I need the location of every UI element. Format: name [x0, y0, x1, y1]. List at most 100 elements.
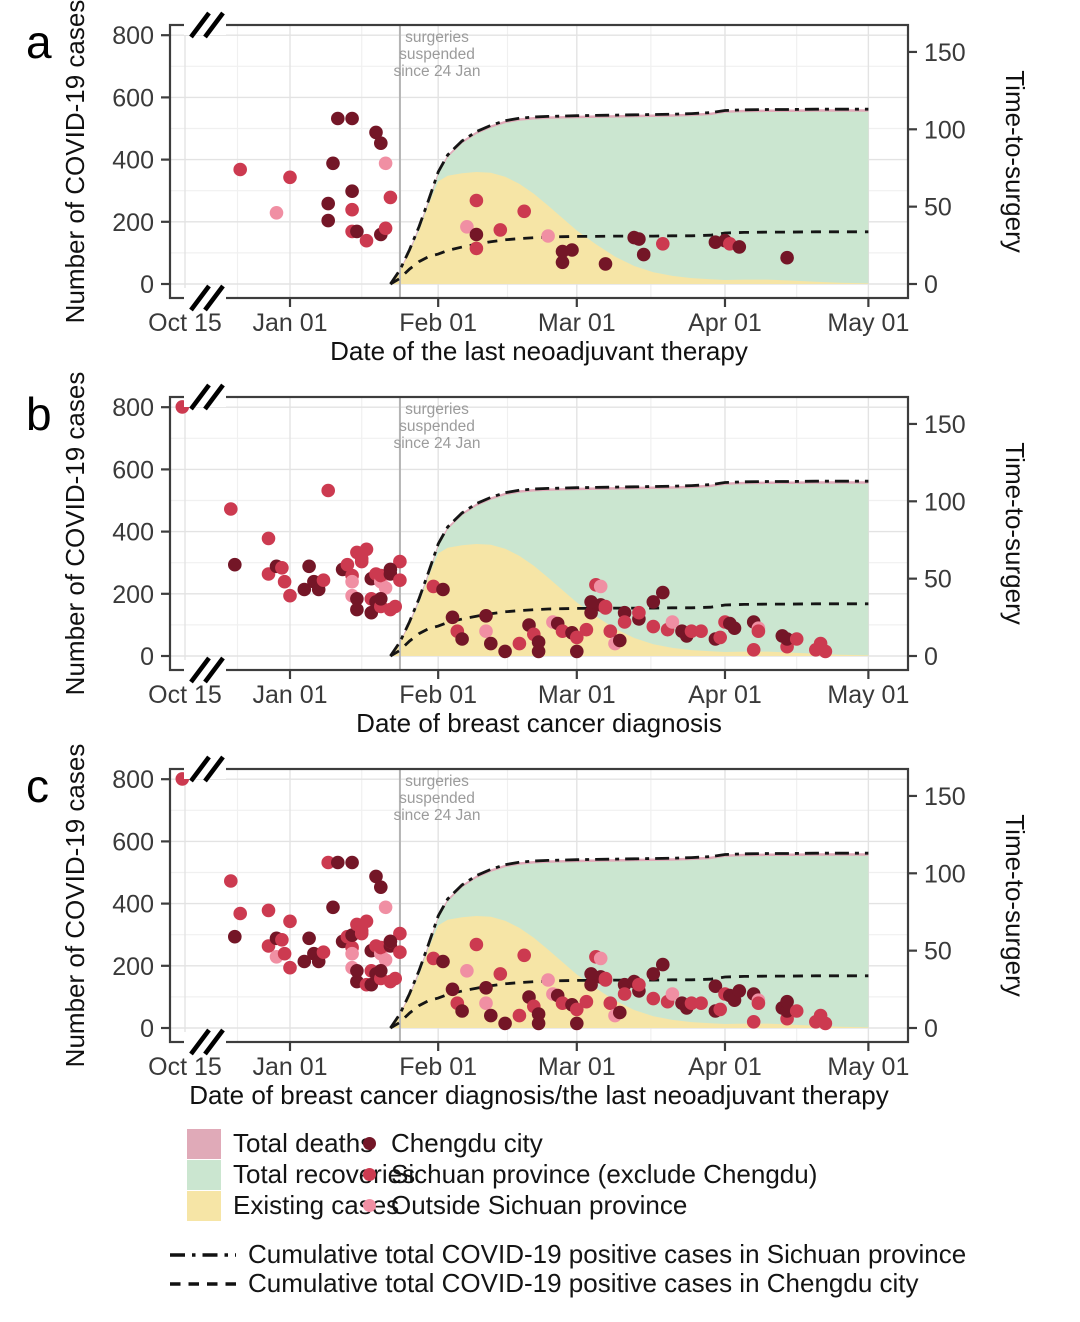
- chengdu-cumulative-line: [389, 602, 869, 658]
- data-point: [531, 635, 546, 649]
- data-point: [350, 592, 364, 606]
- total-deaths-swatch: [187, 1128, 221, 1159]
- data-point: [780, 1004, 794, 1018]
- data-point: [369, 869, 383, 884]
- x-tick-label: Apr 01: [688, 309, 762, 337]
- annotation-line: suspended: [399, 418, 475, 435]
- panel-a: 0 200 400 600 800 0 50 100 150 Oct 15 Jan 01 Feb 01…: [0, 0, 1080, 372]
- legend-item-outside-sichuan: Outside Sichuan province: [363, 1190, 817, 1221]
- scatter-points: [175, 400, 833, 659]
- data-point: [359, 233, 374, 248]
- axis-tick-labels: 0 200 400 600 800 0 50 100 150 Oct 15 Jan 01 Feb 01…: [112, 766, 965, 1081]
- data-point: [579, 622, 594, 637]
- data-point: [233, 906, 247, 921]
- data-point: [531, 1016, 546, 1031]
- data-point: [345, 855, 359, 870]
- annotation-line: surgeries: [405, 29, 469, 46]
- data-point: [261, 531, 276, 546]
- data-point: [345, 184, 359, 198]
- data-point: [436, 954, 450, 969]
- y-right-tick-label: 0: [924, 1015, 938, 1043]
- data-point: [383, 562, 398, 577]
- data-point: [275, 561, 289, 575]
- data-point: [378, 581, 393, 595]
- y-right-tick-label: 0: [924, 271, 938, 299]
- epidemic-lines: [389, 851, 869, 1030]
- data-point: [493, 223, 508, 237]
- panel-letter: a: [26, 16, 52, 68]
- data-point: [632, 232, 646, 246]
- data-point: [302, 931, 316, 946]
- data-point: [617, 987, 632, 1001]
- x-tick-label: Oct 15: [148, 309, 222, 337]
- data-point: [598, 599, 613, 614]
- epidemic-areas: [390, 109, 869, 284]
- x-tick-label: May 01: [827, 1053, 909, 1081]
- data-point: [493, 967, 508, 981]
- data-point: [646, 619, 661, 634]
- legend-item-total-recoveries: Total recoveries: [187, 1159, 415, 1190]
- dashed-line-sample: [170, 1281, 236, 1286]
- y-right-tick-label: 150: [924, 783, 966, 811]
- y-left-tick-label: 0: [140, 271, 154, 299]
- total-recoveries-label: Total recoveries: [233, 1159, 416, 1189]
- data-point: [584, 967, 598, 981]
- y-right-tick-label: 50: [924, 194, 952, 222]
- y-left-axis-title: Number of COVID-19 cases: [60, 372, 90, 695]
- axis-break-marks: [184, 383, 226, 684]
- data-point: [479, 624, 493, 638]
- data-point: [603, 624, 618, 638]
- data-point: [350, 602, 364, 617]
- data-point: [297, 954, 312, 969]
- scatter-points: [233, 111, 794, 271]
- y-left-axis-title: Number of COVID-19 cases: [60, 0, 90, 323]
- annotation-line: since 24 Jan: [393, 807, 480, 824]
- data-point: [579, 994, 594, 1009]
- existing-cases-area: [390, 544, 869, 656]
- x-tick-label: May 01: [827, 309, 909, 337]
- scatter-points: [175, 772, 833, 1031]
- data-point: [321, 196, 336, 211]
- data-point: [656, 237, 670, 251]
- data-point: [469, 227, 484, 242]
- data-point: [469, 241, 484, 256]
- data-point: [584, 595, 598, 609]
- data-point: [746, 643, 761, 657]
- annotation-line: suspended: [399, 790, 475, 807]
- y-right-tick-label: 50: [924, 938, 952, 966]
- data-point: [498, 1016, 512, 1031]
- x-axis-title: Date of the last neoadjuvant therapy: [330, 336, 748, 366]
- y-right-axis-title: Time-to-surgery: [1000, 814, 1030, 997]
- data-point: [646, 991, 661, 1006]
- data-point: [359, 542, 374, 557]
- panel-frame: [168, 767, 910, 1044]
- legend-points-column: Chengdu city Sichuan province (exclude C…: [363, 1128, 817, 1221]
- data-point: [455, 1004, 469, 1018]
- x-tick-label: Jan 01: [252, 309, 327, 337]
- data-point: [469, 193, 484, 208]
- y-left-tick-label: 600: [112, 828, 154, 856]
- data-point: [275, 933, 289, 947]
- data-point: [374, 964, 388, 978]
- y-left-tick-label: 200: [112, 953, 154, 981]
- epidemic-lines: [389, 479, 869, 658]
- x-tick-label: Jan 01: [252, 1053, 327, 1081]
- y-left-tick-label: 600: [112, 456, 154, 484]
- data-point: [345, 202, 359, 217]
- panel-letter-text: c: [26, 760, 49, 812]
- data-point: [393, 554, 407, 569]
- data-point: [374, 880, 388, 894]
- data-point: [455, 632, 469, 646]
- data-point: [321, 483, 336, 498]
- data-point: [340, 557, 355, 572]
- data-point: [378, 221, 393, 236]
- existing-cases-swatch: [187, 1190, 221, 1221]
- data-point: [531, 1007, 546, 1021]
- data-point: [374, 136, 388, 150]
- data-point: [345, 574, 359, 589]
- data-point: [316, 945, 331, 959]
- data-point: [374, 592, 388, 606]
